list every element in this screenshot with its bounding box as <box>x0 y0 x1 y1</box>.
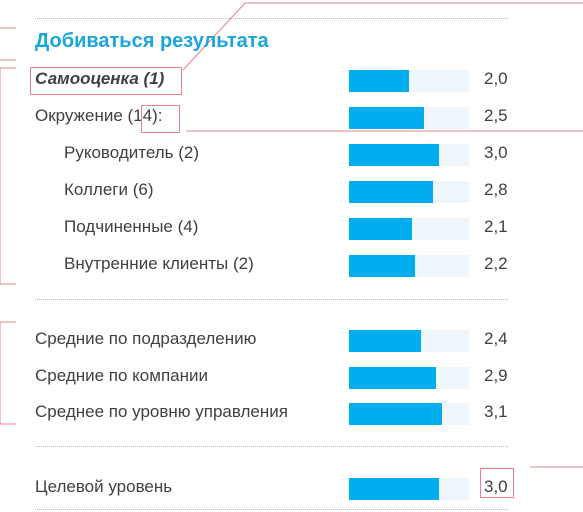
divider-2 <box>35 446 508 447</box>
annotation-line-diagonal <box>182 2 246 71</box>
bar-track <box>349 181 469 203</box>
value-label: 2,1 <box>484 217 508 236</box>
value-label: 2,2 <box>484 254 508 273</box>
bar-track <box>349 255 469 277</box>
bar-track <box>349 478 469 500</box>
bar <box>349 367 436 389</box>
bar <box>349 478 439 500</box>
chart-title: Добиваться результата <box>35 30 269 52</box>
row-label: Подчиненные (4) <box>64 217 199 236</box>
row-label: Внутренние клиенты (2) <box>64 254 254 273</box>
bar-track <box>349 107 469 129</box>
bar <box>349 255 415 277</box>
row-label: Средние по компании <box>35 366 208 385</box>
divider-1 <box>35 299 508 300</box>
value-label: 2,0 <box>484 69 508 88</box>
bar <box>349 70 409 92</box>
bar <box>349 330 421 352</box>
bar-track <box>349 70 469 92</box>
bracket-group-1 <box>0 67 16 285</box>
bar <box>349 218 412 240</box>
bar <box>349 181 433 203</box>
row-label: Окружение (14): <box>35 106 163 125</box>
row-label: Самооценка (1) <box>35 69 165 88</box>
bracket-group-2 <box>0 321 16 425</box>
value-label: 3,1 <box>484 402 508 421</box>
highlight-self-assessment <box>30 67 182 95</box>
value-label: 2,5 <box>484 106 508 125</box>
bar-track <box>349 330 469 352</box>
bar <box>349 144 439 166</box>
row-label: Целевой уровень <box>35 477 173 496</box>
value-label: 3,0 <box>484 477 508 496</box>
row-label: Коллеги (6) <box>64 180 154 199</box>
bar-track <box>349 144 469 166</box>
highlight-count-14 <box>141 105 180 133</box>
value-label: 2,8 <box>484 180 508 199</box>
bar-track <box>349 218 469 240</box>
divider-top <box>35 18 508 19</box>
bar <box>349 107 424 129</box>
row-label: Среднее по уровню управления <box>35 402 288 421</box>
bar-track <box>349 403 469 425</box>
value-label: 2,9 <box>484 366 508 385</box>
bar-track <box>349 367 469 389</box>
row-label: Средние по подразделению <box>35 329 257 348</box>
bar <box>349 403 442 425</box>
value-label: 2,4 <box>484 329 508 348</box>
highlight-target-value <box>480 468 514 498</box>
divider-bottom <box>35 509 508 510</box>
value-label: 3,0 <box>484 143 508 162</box>
row-label: Руководитель (2) <box>64 143 200 162</box>
